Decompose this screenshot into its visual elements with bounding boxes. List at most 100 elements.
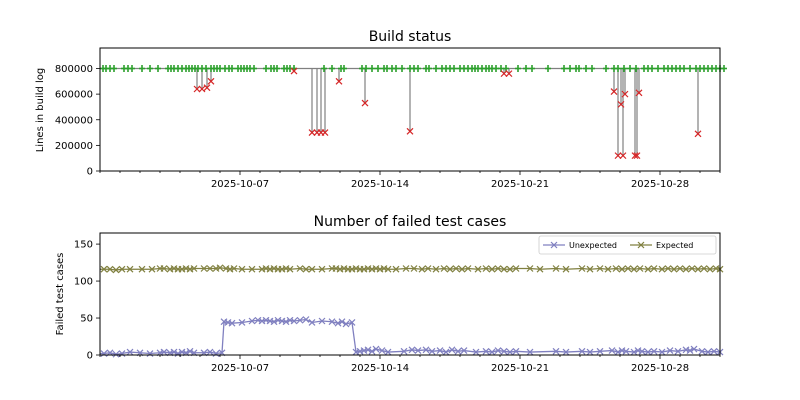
marker-stroke [454, 347, 462, 355]
marker-stroke [112, 350, 120, 358]
marker-stroke [458, 265, 466, 273]
marker-stroke [500, 70, 508, 78]
data-point-unexpected [622, 347, 630, 355]
marker-stroke [228, 319, 236, 327]
marker-stroke [608, 347, 616, 354]
failed-build-marker [635, 89, 643, 97]
data-point-expected [658, 265, 666, 273]
marker-stroke [190, 265, 198, 272]
data-point-unexpected [228, 319, 236, 327]
passed-build-marker [633, 65, 639, 72]
failed-build-marker [614, 152, 622, 160]
failed-build-marker [500, 70, 508, 78]
data-point-expected [644, 265, 652, 273]
marker-stroke [100, 265, 108, 273]
marker-stroke [146, 350, 154, 357]
passed-build-marker [229, 65, 235, 72]
data-point-expected [506, 265, 514, 273]
passed-build-marker [576, 65, 582, 72]
data-point-expected [630, 265, 638, 273]
data-point-expected [664, 265, 672, 272]
data-point-unexpected [690, 345, 698, 353]
data-point-unexpected [384, 348, 392, 356]
marker-stroke [361, 99, 369, 107]
failed-build-marker [308, 129, 316, 136]
marker-stroke [700, 265, 708, 272]
data-point-expected [112, 266, 120, 274]
data-point-expected [552, 265, 560, 272]
x-tick-label: 2025-10-14 [351, 363, 409, 374]
failed-build-marker [198, 85, 206, 93]
marker-stroke [698, 347, 706, 355]
marker-stroke [238, 265, 246, 273]
data-point-expected [190, 265, 198, 272]
data-point-unexpected [414, 347, 422, 354]
marker-stroke [378, 347, 386, 354]
data-point-expected [148, 265, 156, 273]
marker-stroke [203, 84, 211, 92]
y-axis-label: Failed test cases [55, 253, 66, 336]
data-point-expected [526, 265, 534, 272]
data-point-expected [596, 265, 604, 272]
y-tick-label: 0 [87, 351, 93, 362]
data-point-expected [238, 265, 246, 273]
data-point-unexpected [428, 347, 436, 355]
marker-stroke [644, 348, 652, 356]
marker-stroke [428, 347, 436, 355]
data-point-expected [676, 265, 684, 272]
marker-stroke [624, 265, 632, 272]
passed-build-marker [451, 65, 457, 72]
marker-stroke [408, 346, 416, 354]
data-point-expected [670, 265, 678, 273]
data-point-expected [482, 265, 490, 272]
data-point-unexpected [552, 347, 560, 355]
marker-stroke [617, 100, 625, 108]
marker-stroke [424, 265, 432, 272]
data-point-unexpected [126, 348, 134, 356]
failed-build-marker [203, 84, 211, 92]
data-point-unexpected [596, 347, 604, 355]
marker-stroke [200, 265, 208, 272]
data-point-unexpected [704, 348, 712, 356]
failed-build-marker [610, 88, 618, 95]
marker-stroke [666, 347, 674, 354]
marker-stroke [526, 348, 534, 356]
marker-stroke [335, 77, 343, 85]
marker-stroke [612, 265, 620, 272]
marker-stroke [635, 89, 643, 97]
marker-stroke [126, 265, 134, 273]
legend: Unexpected Expected [538, 235, 717, 255]
data-point-unexpected [698, 347, 706, 355]
passed-build-marker [567, 65, 573, 72]
data-point-unexpected [488, 348, 496, 356]
passed-build-marker [523, 65, 529, 72]
marker-stroke [506, 348, 514, 356]
passed-build-marker [393, 65, 399, 72]
marker-stroke [658, 348, 666, 356]
marker-stroke [526, 265, 534, 272]
passed-build-marker [627, 65, 633, 72]
marker-stroke [636, 265, 644, 272]
marker-stroke [586, 348, 594, 356]
marker-stroke [596, 265, 604, 272]
marker-stroke [536, 265, 544, 273]
marker-stroke [198, 85, 206, 93]
data-point-unexpected [674, 347, 682, 355]
data-point-unexpected [644, 348, 652, 356]
passed-build-marker [681, 65, 687, 72]
passed-build-marker [341, 65, 347, 72]
passed-build-marker [655, 65, 661, 72]
marker-stroke [614, 348, 622, 356]
data-point-unexpected [482, 347, 490, 355]
plot-frame [99, 47, 721, 172]
x-tick-label: 2025-10-07 [211, 363, 269, 374]
data-point-unexpected [296, 316, 304, 324]
marker-stroke [368, 347, 376, 355]
marker-stroke [460, 347, 468, 354]
passed-build-marker [721, 65, 727, 72]
passed-build-marker [329, 65, 335, 72]
failed-build-marker [406, 127, 414, 135]
data-point-unexpected [630, 348, 638, 356]
passed-build-marker [129, 65, 135, 72]
failed-build-marker [193, 85, 201, 93]
